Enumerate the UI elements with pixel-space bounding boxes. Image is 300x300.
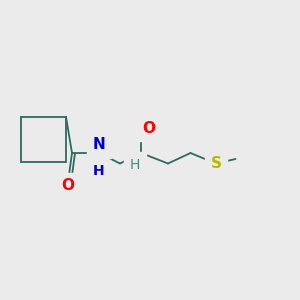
Text: H: H (93, 164, 105, 178)
Text: O: O (142, 121, 155, 136)
Text: N: N (93, 137, 105, 152)
Text: H: H (130, 158, 140, 172)
Text: O: O (61, 178, 74, 194)
Text: S: S (211, 156, 221, 171)
